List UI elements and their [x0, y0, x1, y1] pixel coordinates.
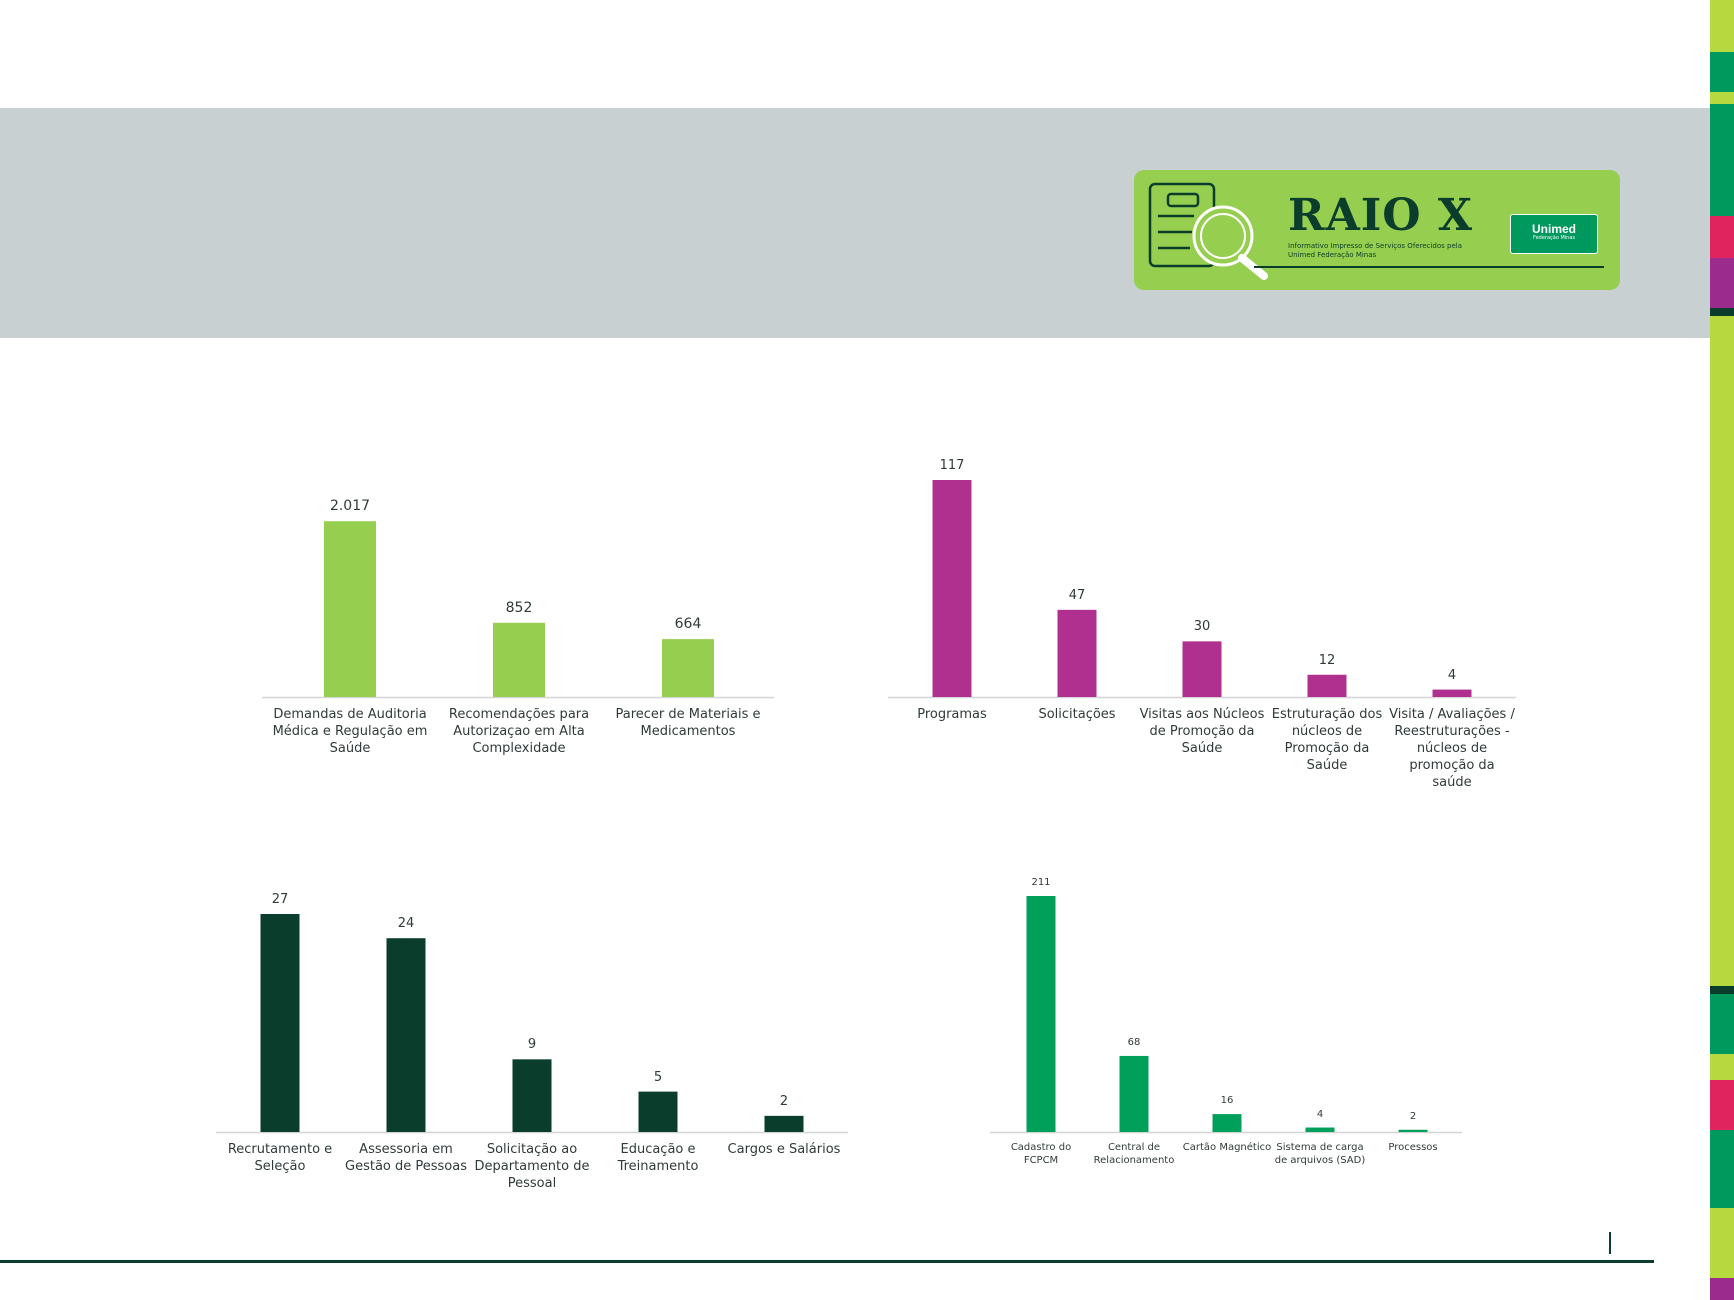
chart-plot	[888, 480, 1516, 699]
chart-promocao-saude: 117 Programas 47 Solicitações 30 Visitas aos …	[888, 450, 1516, 790]
brand-subtitle: Federação Minas	[1532, 235, 1576, 241]
bar	[662, 639, 714, 697]
bar	[493, 622, 545, 697]
chart-gestao-pessoas: 27 Recrutamento e Seleção 24 Assessoria em …	[216, 888, 848, 1218]
data-label: 852	[505, 599, 533, 616]
bar	[386, 938, 426, 1132]
category-label: Assessoria em Gestão de Pessoas	[345, 1142, 467, 1174]
brand-name: Unimed	[1531, 222, 1576, 236]
data-label: 9	[527, 1037, 537, 1053]
bar	[1057, 609, 1097, 697]
category-label: Sistema de carga de arquivos (SAD)	[1274, 1142, 1366, 1166]
chart-plot	[216, 914, 848, 1134]
strip-segment	[1710, 994, 1734, 1054]
bar	[932, 480, 972, 697]
data-label: 47	[1068, 587, 1086, 603]
bar	[260, 914, 300, 1132]
strip-segment	[1710, 308, 1734, 316]
page-marker	[1609, 1232, 1611, 1254]
chart-plot	[990, 896, 1462, 1134]
category-label: Processos	[1388, 1142, 1438, 1153]
bar	[1026, 896, 1056, 1132]
footer-rule	[0, 1260, 1654, 1263]
bar	[1212, 1114, 1242, 1132]
category-label: Programas	[917, 707, 987, 722]
data-label: 12	[1318, 652, 1336, 668]
category-label: Recrutamento e Seleção	[227, 1142, 333, 1174]
category-label: Visita / Avaliações / Reestruturações - …	[1389, 707, 1515, 790]
logo-title: RAIO X	[1288, 190, 1474, 241]
data-label: 4	[1316, 1108, 1324, 1120]
strip-segment	[1710, 216, 1734, 258]
category-label: Recomendações para Autorizaçao em Alta C…	[448, 707, 590, 756]
category-label: Solicitação ao Departamento de Pessoal	[474, 1142, 590, 1191]
data-label: 2	[779, 1093, 789, 1109]
bar	[1432, 689, 1472, 697]
data-label: 5	[653, 1069, 663, 1085]
bar	[1305, 1127, 1335, 1132]
strip-segment	[1710, 92, 1734, 104]
strip-segment	[1710, 258, 1734, 308]
data-label: 27	[271, 892, 289, 907]
bar	[512, 1059, 552, 1132]
data-label: 117	[939, 458, 965, 473]
data-label: 4	[1447, 667, 1457, 683]
chart-auditoria: 2.017 Demandas de Auditoria Médica e Regu…	[262, 480, 774, 810]
category-label: Cargos e Salários	[727, 1142, 841, 1157]
data-label: 2	[1409, 1110, 1417, 1122]
strip-segment	[1710, 1054, 1734, 1080]
strip-segment	[1710, 52, 1734, 92]
bar	[324, 521, 376, 697]
strip-segment	[1710, 986, 1734, 994]
category-label: Parecer de Materiais e Medicamentos	[615, 707, 761, 739]
strip-segment	[1710, 0, 1734, 52]
category-label: Cartão Magnético	[1182, 1142, 1272, 1153]
bar	[764, 1115, 804, 1132]
bar	[1398, 1129, 1428, 1132]
data-label: 30	[1193, 619, 1211, 635]
category-label: Demandas de Auditoria Médica e Regulação…	[272, 707, 428, 756]
category-label: Central de Relacionamento	[1093, 1142, 1175, 1166]
category-label: Educação e Treinamento	[617, 1142, 699, 1174]
chart-cadastro: 211 Cadastro do FCPCM 68 Central de Relacio…	[990, 876, 1462, 1206]
category-label: Estruturação dos núcleos de Promoção da …	[1271, 707, 1383, 773]
category-label: Visitas aos Núcleos de Promoção da Saúde	[1139, 707, 1265, 756]
data-label: 211	[1031, 877, 1051, 888]
data-label: 664	[674, 616, 702, 633]
strip-segment	[1710, 1130, 1734, 1208]
bar	[1307, 674, 1347, 697]
category-label: Solicitações	[1038, 707, 1116, 722]
strip-segment	[1710, 1080, 1734, 1130]
strip-segment	[1710, 1208, 1734, 1278]
raio-x-logo: RAIO X Informativo Impresso de Serviços …	[1134, 170, 1620, 290]
logo-rule	[1254, 266, 1604, 268]
strip-segment	[1710, 1278, 1734, 1300]
bar	[1119, 1055, 1149, 1132]
strip-segment	[1710, 316, 1734, 986]
data-label: 16	[1220, 1095, 1234, 1107]
bar	[1182, 641, 1222, 697]
data-label: 2.017	[329, 498, 371, 515]
bar	[638, 1091, 678, 1132]
category-label: Cadastro do FCPCM	[1010, 1142, 1072, 1166]
chart-plot	[262, 521, 774, 699]
strip-segment	[1710, 104, 1734, 216]
decorative-color-strip	[1710, 0, 1734, 1300]
data-label: 24	[397, 916, 415, 932]
unimed-brand: Unimed Federação Minas	[1510, 214, 1598, 254]
logo-subtitle: Informativo Impresso de Serviços Ofereci…	[1288, 242, 1462, 259]
data-label: 68	[1127, 1036, 1141, 1048]
document-search-icon	[1148, 182, 1268, 280]
